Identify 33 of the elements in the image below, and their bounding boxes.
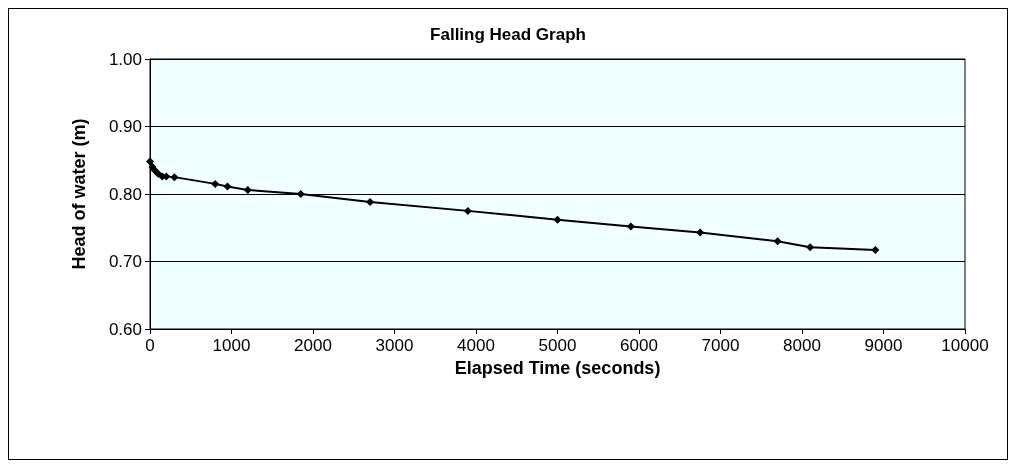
x-tick-label: 3000 (375, 336, 414, 355)
x-axis-title: Elapsed Time (seconds) (454, 358, 661, 378)
point (553, 215, 562, 224)
point (463, 206, 472, 215)
y-axis-title: Head of water (m) (69, 118, 89, 270)
point (146, 157, 154, 166)
y-tick-label: 0.60 (108, 319, 142, 339)
y-tick-label: 1.00 (108, 49, 142, 69)
x-tick-label: 5000 (538, 336, 577, 355)
x-tick-label: 8000 (783, 336, 821, 355)
x-tick-label: 6000 (620, 336, 658, 355)
chart-title: Falling Head Graph (430, 25, 586, 44)
x-tick-label: 1000 (212, 336, 251, 355)
point (806, 243, 815, 252)
point (871, 246, 880, 255)
point (223, 182, 232, 191)
x-tick-label: 2000 (294, 336, 332, 355)
point (366, 198, 375, 207)
x-tick-label: 4000 (457, 336, 495, 355)
point (296, 190, 305, 198)
point (243, 185, 252, 194)
x-tick-label: 7000 (701, 336, 740, 355)
y-tick-label: 0.80 (108, 184, 142, 204)
point (626, 222, 635, 231)
y-tick-label: 0.70 (108, 252, 142, 271)
x-tick-label: 0 (145, 336, 155, 355)
point (170, 173, 179, 182)
point (211, 179, 220, 188)
point (773, 237, 782, 246)
y-tick-label: 0.90 (108, 117, 142, 136)
x-tick-label: 9000 (864, 336, 903, 355)
x-tick-label: 10000 (941, 336, 989, 355)
point (696, 228, 705, 237)
